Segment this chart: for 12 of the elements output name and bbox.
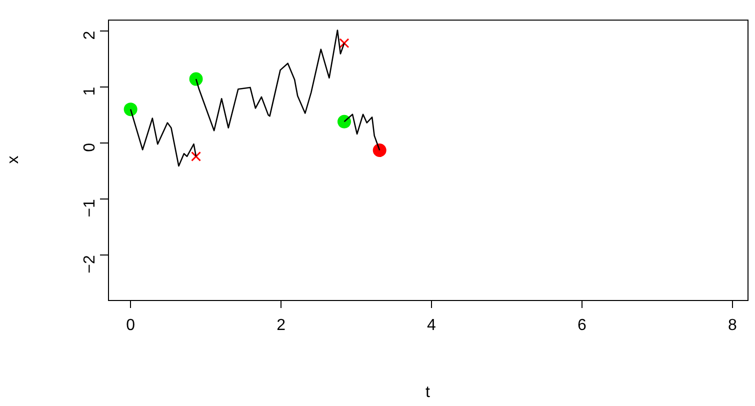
x-tick-label: 2 xyxy=(276,317,286,334)
y-tick-label: 0 xyxy=(81,142,98,152)
y-tick-label: −2 xyxy=(81,255,98,274)
y-axis-title: x xyxy=(5,156,22,164)
x-tick-label: 4 xyxy=(427,317,436,334)
x-axis-title: t xyxy=(426,384,431,401)
y-tick-label: −1 xyxy=(81,198,98,218)
x-tick-label: 8 xyxy=(728,317,737,334)
y-tick-label: 2 xyxy=(81,30,98,40)
y-tick-label: 1 xyxy=(81,86,98,96)
x-tick-label: 6 xyxy=(578,317,587,334)
x-tick-label: 0 xyxy=(126,317,136,334)
